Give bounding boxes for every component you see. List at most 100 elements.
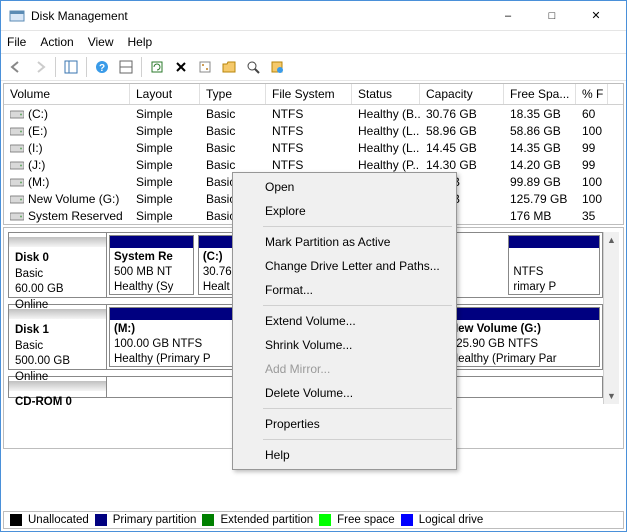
partition[interactable]: System Re500 MB NTHealthy (Sy bbox=[109, 235, 194, 295]
menu-item[interactable]: Mark Partition as Active bbox=[235, 230, 454, 254]
drive-icon bbox=[10, 210, 24, 222]
cell: 30.76 GB bbox=[420, 107, 504, 121]
cell: (J:) bbox=[4, 158, 130, 172]
cell: 60 bbox=[576, 107, 608, 121]
cell: System Reserved bbox=[4, 209, 130, 223]
window-title: Disk Management bbox=[31, 9, 486, 23]
app-icon bbox=[9, 8, 25, 24]
table-row[interactable]: (E:)SimpleBasicNTFSHealthy (L...58.96 GB… bbox=[4, 122, 623, 139]
legend-swatch bbox=[401, 514, 413, 526]
scroll-down-icon[interactable]: ▼ bbox=[604, 388, 620, 404]
menu-item[interactable]: Shrink Volume... bbox=[235, 333, 454, 357]
cell: Healthy (B... bbox=[352, 107, 420, 121]
cell: NTFS bbox=[266, 107, 352, 121]
drive-icon bbox=[10, 125, 24, 137]
table-header: VolumeLayoutTypeFile SystemStatusCapacit… bbox=[4, 84, 623, 105]
menu-action[interactable]: Action bbox=[40, 35, 73, 49]
cell: Basic bbox=[200, 141, 266, 155]
cell: NTFS bbox=[266, 158, 352, 172]
menu-separator bbox=[263, 226, 452, 227]
menu-help[interactable]: Help bbox=[128, 35, 153, 49]
cell: (C:) bbox=[4, 107, 130, 121]
back-button[interactable] bbox=[5, 56, 27, 78]
cell: 18.35 GB bbox=[504, 107, 576, 121]
refresh-button[interactable] bbox=[146, 56, 168, 78]
cell: 14.20 GB bbox=[504, 158, 576, 172]
column-header[interactable]: Layout bbox=[130, 84, 200, 104]
cell: 99.89 GB bbox=[504, 175, 576, 189]
help-button[interactable]: ? bbox=[91, 56, 113, 78]
cell: 99 bbox=[576, 158, 608, 172]
disk-label[interactable]: Disk 0Basic60.00 GBOnline bbox=[9, 233, 107, 297]
cell: 14.30 GB bbox=[420, 158, 504, 172]
legend-swatch bbox=[202, 514, 214, 526]
folder-open-icon[interactable] bbox=[218, 56, 240, 78]
legend-swatch bbox=[10, 514, 22, 526]
properties-icon[interactable] bbox=[194, 56, 216, 78]
forward-button[interactable] bbox=[29, 56, 51, 78]
close-button[interactable]: ✕ bbox=[574, 2, 618, 30]
menu-separator bbox=[263, 305, 452, 306]
cell: Basic bbox=[200, 158, 266, 172]
cell: NTFS bbox=[266, 124, 352, 138]
legend-label: Extended partition bbox=[220, 514, 313, 526]
title-bar: Disk Management – □ ✕ bbox=[1, 1, 626, 31]
menu-item[interactable]: Format... bbox=[235, 278, 454, 302]
cell: 125.79 GB bbox=[504, 192, 576, 206]
cell: 58.96 GB bbox=[420, 124, 504, 138]
column-header[interactable]: Free Spa... bbox=[504, 84, 576, 104]
cell: 14.35 GB bbox=[504, 141, 576, 155]
cell: Simple bbox=[130, 209, 200, 223]
cell: Healthy (L... bbox=[352, 141, 420, 155]
table-row[interactable]: (C:)SimpleBasicNTFSHealthy (B...30.76 GB… bbox=[4, 105, 623, 122]
menu-item[interactable]: Delete Volume... bbox=[235, 381, 454, 405]
column-header[interactable]: Type bbox=[200, 84, 266, 104]
menu-item[interactable]: Change Drive Letter and Paths... bbox=[235, 254, 454, 278]
menu-item[interactable]: Help bbox=[235, 443, 454, 467]
delete-icon[interactable] bbox=[170, 56, 192, 78]
table-row[interactable]: (J:)SimpleBasicNTFSHealthy (P...14.30 GB… bbox=[4, 156, 623, 173]
cell: 100 bbox=[576, 192, 608, 206]
column-header[interactable]: Status bbox=[352, 84, 420, 104]
cell: Simple bbox=[130, 192, 200, 206]
cell: 35 bbox=[576, 209, 608, 223]
legend-swatch bbox=[319, 514, 331, 526]
menu-item[interactable]: Open bbox=[235, 175, 454, 199]
partition[interactable]: NTFSrimary P bbox=[508, 235, 600, 295]
cell: (I:) bbox=[4, 141, 130, 155]
settings-view-button[interactable] bbox=[115, 56, 137, 78]
menu-item[interactable]: Properties bbox=[235, 412, 454, 436]
cell: Healthy (P... bbox=[352, 158, 420, 172]
drive-icon bbox=[10, 142, 24, 154]
drive-icon bbox=[10, 159, 24, 171]
menu-file[interactable]: File bbox=[7, 35, 26, 49]
table-row[interactable]: (I:)SimpleBasicNTFSHealthy (L...14.45 GB… bbox=[4, 139, 623, 156]
menu-view[interactable]: View bbox=[88, 35, 114, 49]
cell: 14.45 GB bbox=[420, 141, 504, 155]
minimize-button[interactable]: – bbox=[486, 2, 530, 30]
menu-item[interactable]: Explore bbox=[235, 199, 454, 223]
menu-item[interactable]: Extend Volume... bbox=[235, 309, 454, 333]
cell: Simple bbox=[130, 124, 200, 138]
maximize-button[interactable]: □ bbox=[530, 2, 574, 30]
scrollbar-vertical[interactable]: ▲ ▼ bbox=[603, 232, 619, 404]
column-header[interactable]: Capacity bbox=[420, 84, 504, 104]
column-header[interactable]: % F bbox=[576, 84, 608, 104]
show-hide-button[interactable] bbox=[60, 56, 82, 78]
cell: 100 bbox=[576, 124, 608, 138]
action-icon[interactable] bbox=[266, 56, 288, 78]
drive-icon bbox=[10, 176, 24, 188]
disk-label[interactable]: Disk 1Basic500.00 GBOnline bbox=[9, 305, 107, 369]
svg-text:?: ? bbox=[99, 63, 105, 74]
column-header[interactable]: Volume bbox=[4, 84, 130, 104]
column-header[interactable]: File System bbox=[266, 84, 352, 104]
explore-icon[interactable] bbox=[242, 56, 264, 78]
scroll-up-icon[interactable]: ▲ bbox=[604, 232, 620, 248]
cell: (E:) bbox=[4, 124, 130, 138]
cell: (M:) bbox=[4, 175, 130, 189]
legend-label: Unallocated bbox=[28, 514, 89, 526]
context-menu: OpenExplore Mark Partition as ActiveChang… bbox=[232, 172, 457, 470]
disk-label[interactable]: CD-ROM 0 bbox=[9, 377, 107, 397]
partition[interactable]: New Volume (G:)125.90 GB NTFSHealthy (Pr… bbox=[445, 307, 600, 367]
cell: 100 bbox=[576, 175, 608, 189]
